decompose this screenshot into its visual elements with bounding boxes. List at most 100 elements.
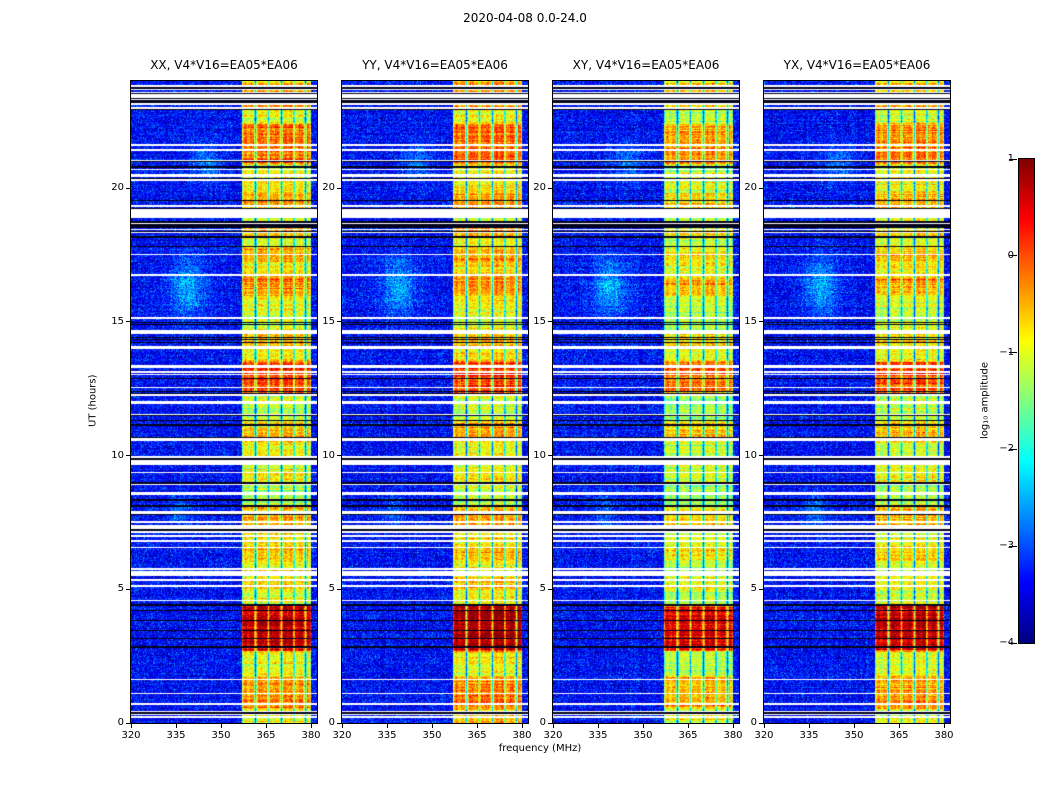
panel-title-yx: YX, V4*V16=EA05*EA06 [783,58,931,72]
y-tick-label: 0 [539,717,546,728]
x-tick-label: 365 [889,730,909,741]
spectrogram-xx-canvas [131,81,317,723]
y-tick-label: 15 [322,315,335,327]
colorbar-tick-mark [1009,158,1017,160]
x-axis-label: frequency (MHz) [498,743,582,754]
x-tick-label: 350 [633,730,653,741]
y-tick-mark [548,588,552,590]
y-tick-label: 5 [750,583,757,595]
colorbar-tick-mark [1009,448,1017,450]
x-tick-label: 350 [844,730,864,741]
x-tick-mark [176,724,177,728]
y-tick-label: 20 [322,182,335,193]
y-tick-mark [126,187,130,189]
x-tick-mark [221,724,222,728]
colorbar: log₁₀ amplitude 1 0 −1 −2 −3 −4 [980,153,1035,648]
y-tick-label: 15 [533,315,546,327]
x-tick-mark [598,724,599,728]
x-tick-mark [854,724,855,728]
y-tick-label: 0 [750,717,757,728]
y-tick-label: 15 [111,315,124,327]
colorbar-tick-label: −4 [999,637,1014,648]
x-tick-label: 320 [332,730,352,741]
y-tick-label: 20 [111,182,124,193]
x-tick-mark [522,724,523,728]
y-tick-mark [548,187,552,189]
panel-title-xx: XX, V4*V16=EA05*EA06 [150,58,298,72]
y-tick-mark [548,455,552,456]
y-tick-label: 10 [322,449,335,461]
y-tick-mark [337,588,341,590]
x-tick-mark [266,724,267,728]
x-tick-mark [432,724,433,728]
x-tick-mark [733,724,734,728]
y-tick-mark [759,321,763,323]
y-tick-mark [548,722,552,724]
y-tick-label: 5 [117,583,124,595]
y-tick-mark [126,588,130,590]
x-tick-label: 365 [256,730,276,741]
y-tick-mark [126,321,130,323]
figure-title: 2020-04-08 0.0-24.0 [463,11,587,25]
x-tick-label: 320 [121,730,141,741]
spectrogram-yy-canvas [342,81,528,723]
x-tick-mark [387,724,388,728]
x-tick-mark [688,724,689,728]
x-tick-label: 335 [166,730,186,741]
x-tick-mark [311,724,312,728]
x-tick-label: 335 [799,730,819,741]
x-tick-label: 320 [754,730,774,741]
x-tick-mark [944,724,945,728]
y-tick-mark [126,455,130,456]
colorbar-tick-label: −3 [999,540,1014,552]
y-tick-label: 20 [533,182,546,193]
y-tick-label: 10 [533,449,546,461]
y-tick-mark [759,455,763,456]
colorbar-tick-mark [1009,545,1017,547]
y-tick-label: 0 [117,717,124,728]
x-tick-mark [809,724,810,728]
x-tick-mark [553,724,554,728]
y-tick-mark [759,187,763,189]
x-tick-label: 380 [301,730,321,741]
x-tick-mark [764,724,765,728]
colorbar-label: log₁₀ amplitude [979,362,991,440]
y-tick-mark [759,722,763,724]
x-tick-label: 350 [211,730,231,741]
x-tick-label: 350 [422,730,442,741]
panel-yx: YX, V4*V16=EA05*EA06 320 335 350 365 380 0 5 10… [744,58,953,741]
panel-yy: YY, V4*V16=EA05*EA06 320 335 350 365 380 0 5 10… [322,58,531,741]
y-tick-mark [337,321,341,323]
x-tick-mark [899,724,900,728]
y-tick-label: 0 [328,717,335,728]
colorbar-tick-mark [1009,255,1017,257]
y-axis-label: UT (hours) [87,374,99,428]
y-tick-mark [548,321,552,323]
y-tick-label: 5 [328,583,335,595]
colorbar-tick-label: 1 [1007,153,1014,164]
colorbar-tick-label: −2 [999,443,1014,455]
panel-title-yy: YY, V4*V16=EA05*EA06 [362,58,508,72]
y-tick-label: 10 [111,449,124,461]
colorbar-gradient-canvas [1019,159,1034,643]
y-tick-mark [337,455,341,456]
colorbar-tick-label: 0 [1007,249,1014,261]
x-tick-mark [342,724,343,728]
y-tick-mark [759,588,763,590]
y-tick-label: 5 [539,583,546,595]
y-tick-mark [337,722,341,724]
y-tick-mark [337,187,341,189]
panel-title-xy: XY, V4*V16=EA05*EA06 [572,58,720,72]
y-tick-label: 15 [744,315,757,327]
colorbar-tick-label: −1 [999,346,1014,358]
colorbar-tick-mark [1009,642,1017,644]
spectrogram-yx-canvas [764,81,950,723]
colorbar-tick-mark [1009,352,1017,354]
x-tick-label: 365 [467,730,487,741]
y-tick-label: 10 [744,449,757,461]
x-tick-label: 335 [377,730,397,741]
x-tick-label: 335 [588,730,608,741]
x-tick-mark [477,724,478,728]
x-tick-label: 320 [543,730,563,741]
